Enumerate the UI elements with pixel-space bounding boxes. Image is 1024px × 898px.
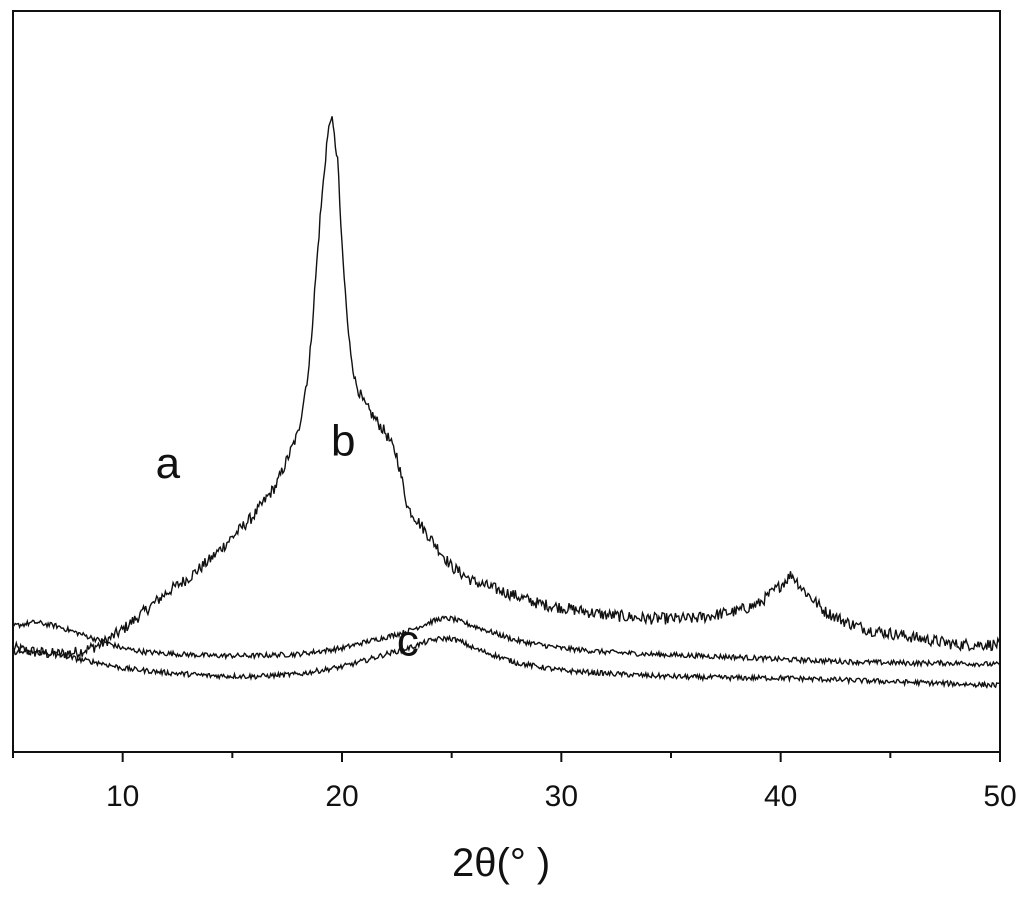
x-tick-label: 50 bbox=[983, 780, 1016, 813]
series-a-line bbox=[12, 116, 1001, 661]
series-a-label: a bbox=[156, 439, 181, 488]
x-tick-label: 20 bbox=[325, 780, 358, 813]
x-axis-tick-labels: 10 20 30 40 50 bbox=[106, 780, 1017, 813]
x-tick-label: 40 bbox=[764, 780, 797, 813]
plot-frame bbox=[12, 10, 1001, 753]
x-tick-label: 10 bbox=[106, 780, 139, 813]
x-tick-label: 30 bbox=[545, 780, 578, 813]
series-c-label: c bbox=[397, 617, 419, 666]
curve-labels: a b c bbox=[156, 417, 419, 666]
series-b-line bbox=[12, 614, 1001, 669]
series-b-label: b bbox=[331, 417, 355, 466]
x-axis-label: 2θ(° ) bbox=[452, 841, 550, 885]
series-layer bbox=[12, 116, 1001, 689]
x-axis-ticks bbox=[12, 752, 1001, 762]
series-c-line bbox=[12, 634, 1001, 689]
